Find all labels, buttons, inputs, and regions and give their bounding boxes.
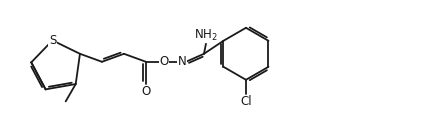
- Text: O: O: [159, 55, 169, 68]
- Text: N: N: [178, 55, 187, 68]
- Text: S: S: [49, 34, 56, 47]
- Text: Cl: Cl: [240, 95, 252, 108]
- Text: O: O: [141, 85, 151, 98]
- Text: NH$_2$: NH$_2$: [194, 28, 218, 43]
